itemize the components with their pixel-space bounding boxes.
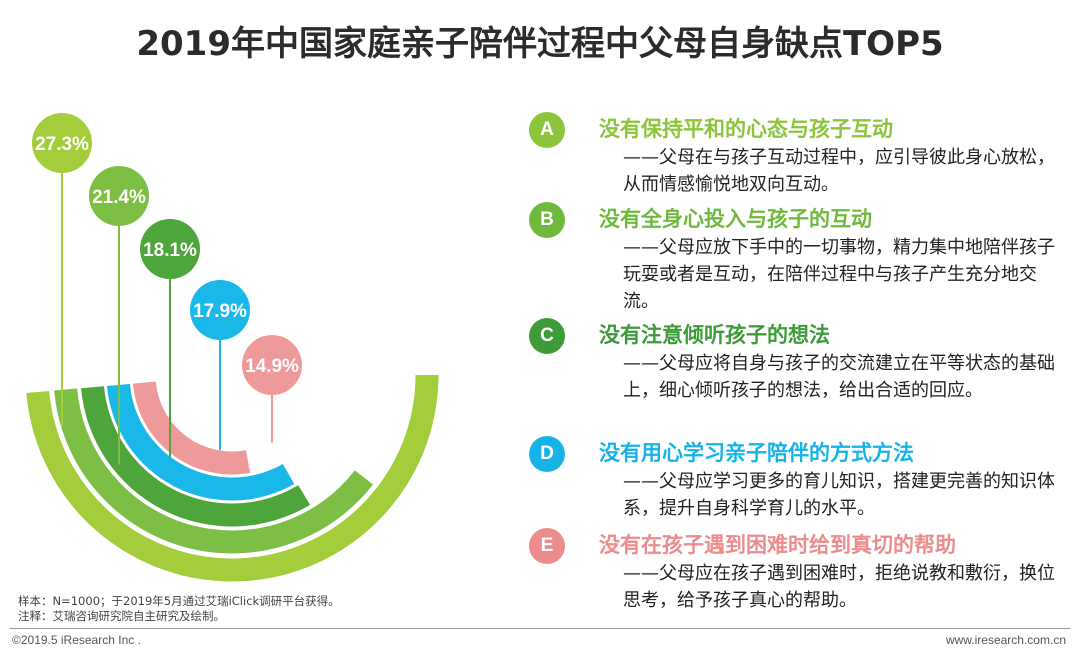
item-desc-c: ——父母应将自身与孩子的交流建立在平等状态的基础上，细心倾听孩子的想法，给出合适… <box>623 353 1055 401</box>
notes: 样本：N=1000；于2019年5月通过艾瑞iClick调研平台获得。 注释：艾… <box>18 594 340 624</box>
value-label-3: 18.1% <box>143 240 197 261</box>
website-url: www.iresearch.com.cn <box>945 633 1066 647</box>
arc-bar-1 <box>26 375 439 582</box>
arc-bar-4 <box>106 383 295 501</box>
badge-e: E <box>529 528 565 564</box>
item-desc-d: ——父母应学习更多的育儿知识，搭建更完善的知识体系，提升自身科学育儿的水平。 <box>623 471 1055 519</box>
badge-b: B <box>529 202 565 238</box>
value-marker-2: 21.4% <box>89 166 149 465</box>
value-marker-3: 18.1% <box>140 219 200 458</box>
marker-circle-5 <box>242 335 302 395</box>
item-desc-b: ——父母应放下手中的一切事物，精力集中地陪伴孩子玩耍或者是互动，在陪伴过程中与孩… <box>623 237 1055 312</box>
badge-c: C <box>529 318 565 354</box>
footer-divider <box>10 628 1070 629</box>
value-marker-4: 17.9% <box>190 280 250 450</box>
radial-bar-chart: 27.3% 21.4% 18.1% 17.9% 14.9% <box>26 113 439 582</box>
value-marker-1: 27.3% <box>32 113 92 427</box>
value-label-2: 21.4% <box>92 187 146 208</box>
chart-title: 2019年中国家庭亲子陪伴过程中父母自身缺点TOP5 <box>136 24 944 64</box>
badge-d: D <box>529 436 565 472</box>
item-desc-a: ——父母在与孩子互动过程中，应引导彼此身心放松，从而情感愉悦地双向互动。 <box>623 147 1055 195</box>
copyright: ©2019.5 iResearch Inc . <box>12 633 141 647</box>
value-label-4: 17.9% <box>193 301 247 322</box>
item-title-e: 没有在孩子遇到困难时给到真切的帮助 <box>599 533 956 557</box>
item-title-d: 没有用心学习亲子陪伴的方式方法 <box>599 441 914 465</box>
arc-bar-2 <box>54 388 374 554</box>
marker-circle-4 <box>190 280 250 340</box>
item-title-b: 没有全身心投入与孩子的互动 <box>599 207 872 231</box>
marker-circle-2 <box>89 166 149 226</box>
arc-bar-5 <box>132 381 251 475</box>
value-label-1: 27.3% <box>35 134 89 155</box>
marker-circle-3 <box>140 219 200 279</box>
value-marker-5: 14.9% <box>242 335 302 443</box>
badge-a: A <box>529 112 565 148</box>
marker-circle-1 <box>32 113 92 173</box>
value-label-5: 14.9% <box>245 356 299 377</box>
item-desc-e: ——父母应在孩子遇到困难时，拒绝说教和敷衍，换位思考，给予孩子真心的帮助。 <box>623 563 1055 611</box>
arc-bar-3 <box>81 386 311 527</box>
item-title-a: 没有保持平和的心态与孩子互动 <box>599 117 893 141</box>
annotation-note: 注释：艾瑞咨询研究院自主研究及绘制。 <box>18 609 225 623</box>
item-title-c: 没有注意倾听孩子的想法 <box>599 323 830 347</box>
sample-note: 样本：N=1000；于2019年5月通过艾瑞iClick调研平台获得。 <box>18 594 340 608</box>
